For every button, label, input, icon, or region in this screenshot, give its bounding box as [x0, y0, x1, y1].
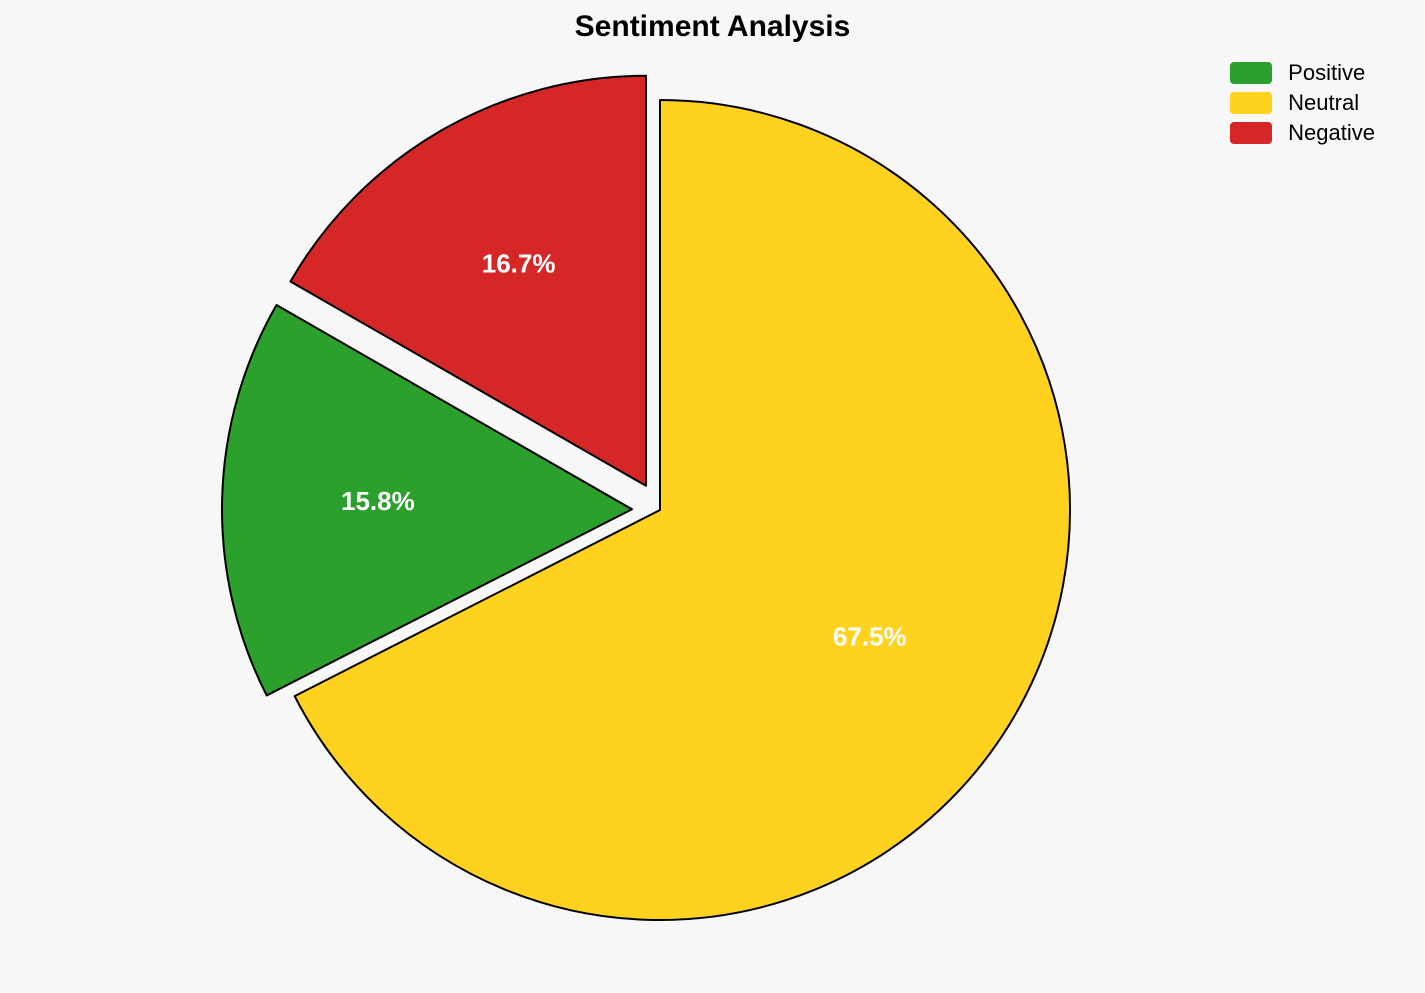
- legend-item-neutral: Neutral: [1230, 90, 1375, 116]
- legend: Positive Neutral Negative: [1230, 60, 1375, 150]
- legend-label: Positive: [1288, 60, 1365, 86]
- legend-swatch: [1230, 62, 1272, 84]
- slice-label-neutral: 67.5%: [833, 621, 907, 651]
- legend-swatch: [1230, 122, 1272, 144]
- pie-svg: 16.7% 15.8% 67.5%: [0, 0, 1425, 993]
- legend-label: Neutral: [1288, 90, 1359, 116]
- sentiment-pie-chart: Sentiment Analysis 16.7%15.8%67.5% Posit…: [0, 0, 1425, 993]
- slice-label-positive: 15.8%: [341, 486, 415, 516]
- legend-label: Negative: [1288, 120, 1375, 146]
- legend-item-positive: Positive: [1230, 60, 1375, 86]
- legend-swatch: [1230, 92, 1272, 114]
- slice-label-negative: 16.7%: [482, 249, 556, 279]
- legend-item-negative: Negative: [1230, 120, 1375, 146]
